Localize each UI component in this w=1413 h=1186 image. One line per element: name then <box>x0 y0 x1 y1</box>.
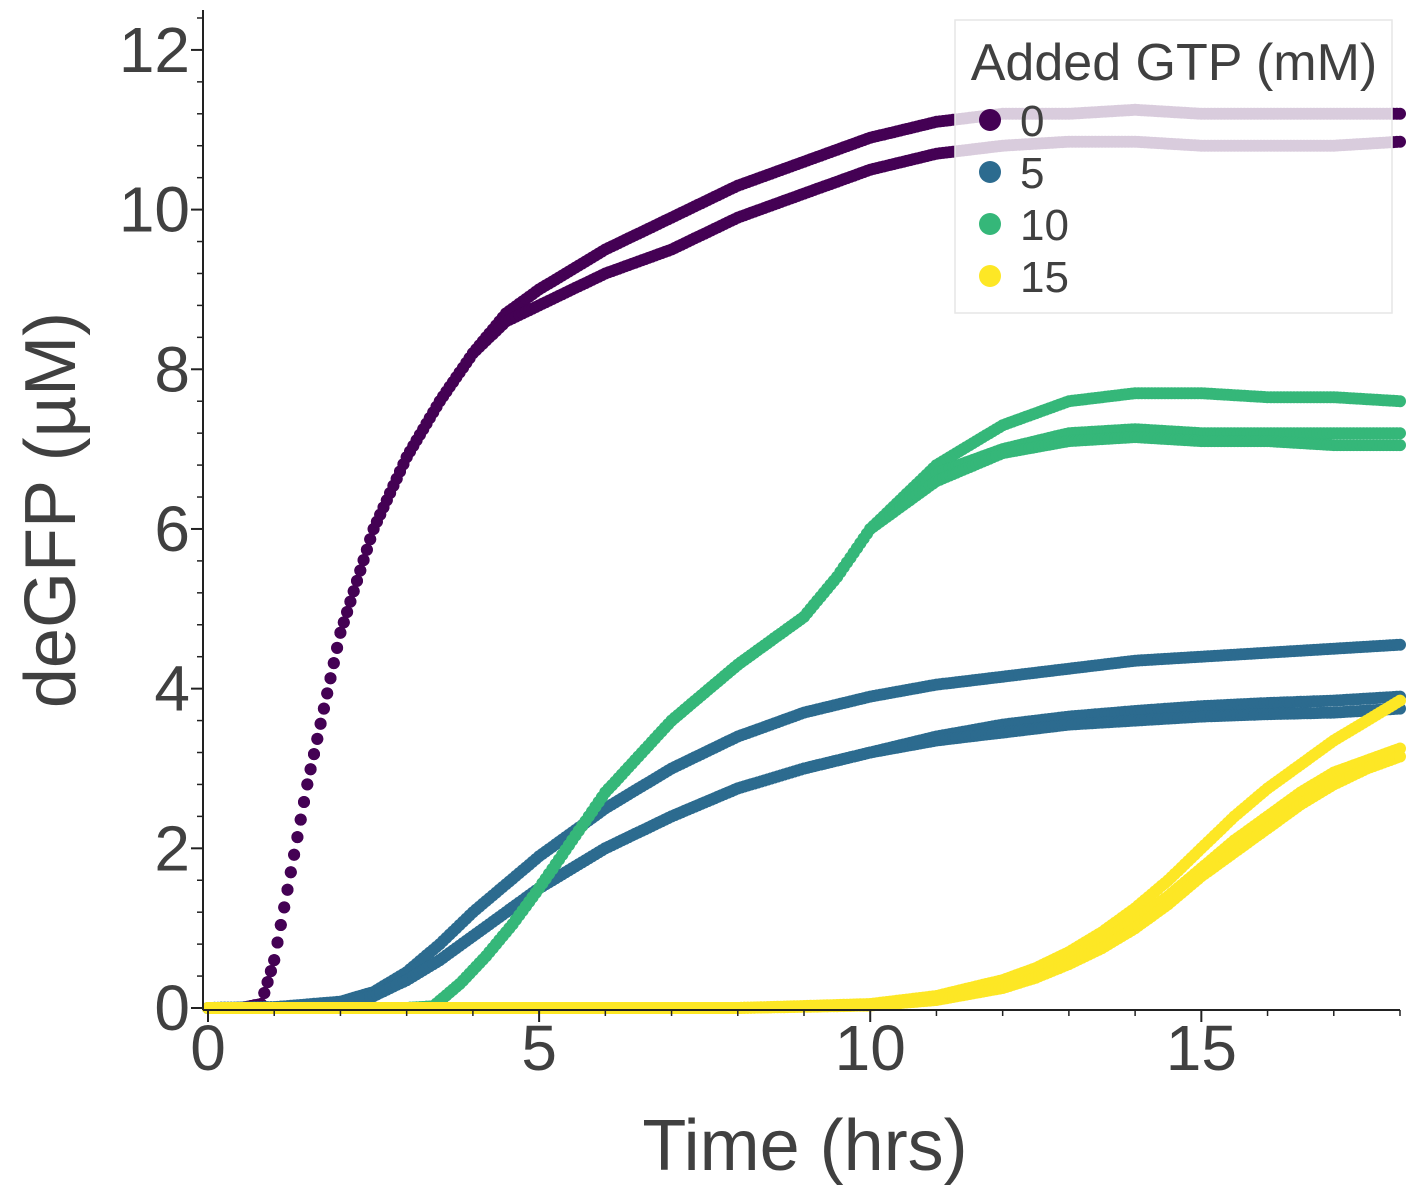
data-point <box>331 641 344 654</box>
data-point <box>334 626 347 639</box>
data-point <box>278 901 291 914</box>
legend-box <box>954 19 1393 314</box>
data-point <box>351 574 363 587</box>
y-tick-label: 8 <box>154 333 190 405</box>
legend-marker <box>979 265 1001 287</box>
data-point <box>1394 750 1406 763</box>
data-point <box>321 687 334 700</box>
x-axis-title: Time (hrs) <box>642 1106 967 1186</box>
legend-marker <box>979 213 1001 235</box>
data-point <box>364 533 377 546</box>
data-point <box>264 965 277 978</box>
data-point <box>360 543 373 556</box>
data-point <box>1394 638 1406 651</box>
data-point <box>341 606 354 618</box>
y-tick-label: 0 <box>154 972 190 1044</box>
data-point <box>344 595 357 608</box>
legend-label: 5 <box>1020 149 1044 198</box>
data-point <box>1394 439 1406 452</box>
y-tick-label: 6 <box>154 493 190 565</box>
data-point <box>294 813 307 826</box>
data-point <box>291 831 304 844</box>
y-axis-title: deGFP (µM) <box>11 312 91 708</box>
legend-title: Added GTP (mM) <box>971 34 1377 92</box>
x-tick-label: 10 <box>835 1012 906 1084</box>
legend-label: 10 <box>1020 201 1069 250</box>
series-15 <box>202 694 1406 1014</box>
legend-marker <box>979 161 1001 183</box>
data-point <box>347 585 360 598</box>
data-point <box>1394 427 1406 440</box>
legend-label: 0 <box>1020 97 1044 146</box>
data-point <box>337 616 350 629</box>
data-point <box>284 866 297 879</box>
data-point <box>258 987 271 999</box>
data-point <box>324 672 337 685</box>
data-point <box>1394 694 1406 707</box>
data-point <box>317 702 330 715</box>
data-point <box>261 976 274 989</box>
data-point <box>298 796 310 808</box>
data-point <box>327 657 340 670</box>
x-tick-label: 5 <box>521 1012 557 1084</box>
data-point <box>311 732 324 745</box>
y-tick-label: 10 <box>119 174 190 246</box>
data-point <box>304 763 317 776</box>
data-point <box>271 936 284 949</box>
data-point <box>314 717 327 730</box>
data-point <box>1394 395 1406 408</box>
data-point <box>301 778 314 791</box>
data-point <box>308 748 320 761</box>
data-point <box>1394 135 1406 148</box>
y-tick-label: 12 <box>119 14 190 86</box>
data-point <box>281 883 294 896</box>
data-point <box>288 848 301 861</box>
y-tick-label: 4 <box>154 653 190 725</box>
data-point <box>274 919 287 931</box>
y-tick-label: 2 <box>154 812 190 884</box>
x-tick-label: 0 <box>190 1012 226 1084</box>
data-point <box>354 564 367 577</box>
data-point <box>357 554 370 567</box>
x-tick-label: 15 <box>1166 1012 1237 1084</box>
legend-marker <box>979 109 1001 131</box>
data-point <box>268 954 281 967</box>
data-point <box>1394 107 1406 120</box>
legend-label: 15 <box>1020 253 1069 302</box>
